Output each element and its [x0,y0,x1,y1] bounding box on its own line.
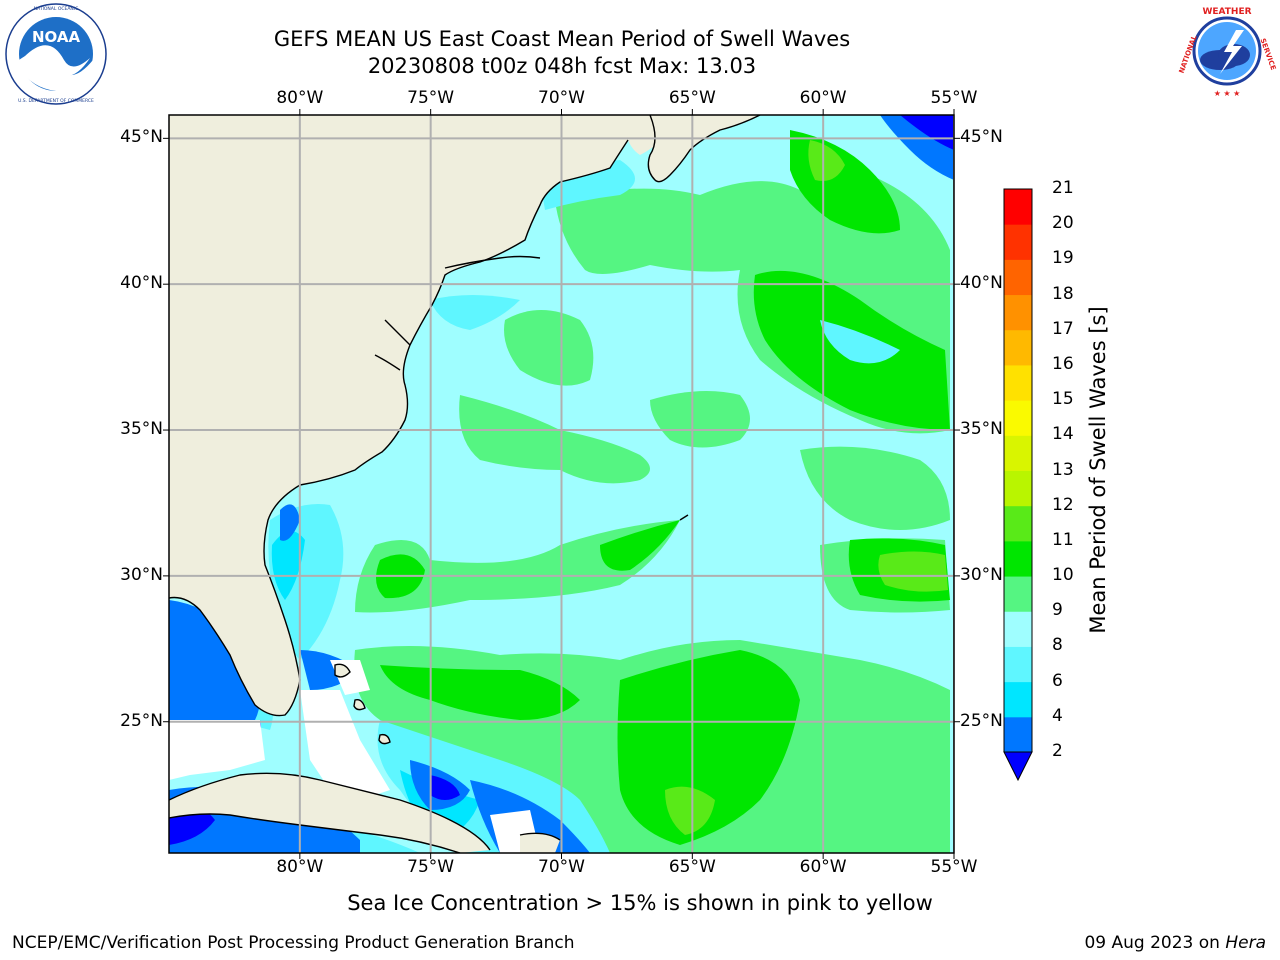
footer-machine: Hera [1225,933,1266,953]
colorbar-segment [1004,189,1032,225]
tick-label-lat-left: 25°N [120,710,163,731]
colorbar-segment [1004,470,1032,507]
map-gridlines [169,115,954,853]
land-north-america [169,115,700,716]
swell-field-12-13s [665,140,948,835]
tick-label-lon-top: 65°W [668,88,716,108]
colorbar-segment [1004,364,1032,401]
colorbar-tick-label: 14 [1052,424,1074,445]
colorbar-segment [1004,681,1032,718]
footer-date: 09 Aug 2023 on Hera [1084,933,1266,953]
colorbar-tick-label: 12 [1052,494,1074,515]
noaa-logo-icon: NOAA NATIONAL OCEANIC U.S. DEPARTMENT OF… [5,3,107,105]
tick-label-lon-bottom: 70°W [538,857,585,877]
colorbar-tick-label: 19 [1052,248,1074,269]
colorbar-label: Mean Period of Swell Waves [s] [1086,306,1110,634]
svg-text:U.S. DEPARTMENT OF COMMERCE: U.S. DEPARTMENT OF COMMERCE [18,98,94,104]
tick-label-lat-right: 35°N [960,419,1003,440]
tick-label-lon-bottom: 60°W [799,857,847,877]
colorbar-segment [1004,716,1032,753]
tick-label-lat-right: 25°N [960,710,1003,731]
colorbar-tick-label: 20 [1052,213,1074,234]
colorbar-segment [1004,540,1032,577]
colorbar-under-triangle [1003,751,1033,782]
footer-branch: NCEP/EMC/Verification Post Processing Pr… [12,933,575,953]
map-tickmarks [163,109,960,859]
land-hispaniola [520,833,560,853]
colorbar-segment [1004,294,1032,331]
colorbar-tick-label: 2 [1052,741,1063,761]
colorbar-segment [1004,259,1032,296]
svg-text:NATIONAL OCEANIC: NATIONAL OCEANIC [34,6,79,12]
colorbar-tick-label: 4 [1052,705,1063,726]
nws-logo-icon: WEATHER NATIONAL SERVICE ★ ★ ★ [1178,2,1277,100]
tick-label-lat-left: 40°N [120,273,163,294]
colorbar-tick-label: 13 [1052,459,1074,480]
colorbar [1003,188,1033,782]
noaa-logo-text: NOAA [32,28,81,46]
land-new-england-east [648,115,760,182]
colorbar-tick-label: 16 [1052,353,1074,374]
colorbar-segment [1004,224,1032,260]
tick-label-lat-right: 45°N [960,127,1003,148]
tick-label-lat-left: 35°N [120,419,163,440]
svg-text:★ ★ ★: ★ ★ ★ [1214,89,1241,98]
svg-text:WEATHER: WEATHER [1202,7,1251,17]
colorbar-tick-label: 6 [1052,670,1063,691]
colorbar-tick-label: 9 [1052,600,1063,621]
colorbar-tick-label: 8 [1052,635,1063,656]
colorbar-tick-label: 15 [1052,389,1074,410]
tick-label-lon-bottom: 80°W [276,857,324,877]
land-bahamas [335,664,390,744]
colorbar-segment [1004,646,1032,683]
colorbar-segment [1004,576,1032,612]
tick-label-lon-bottom: 75°W [407,857,455,877]
colorbar-tick-label: 11 [1052,529,1074,550]
colorbar-tick-label: 10 [1052,565,1074,586]
colorbar-segment [1004,400,1032,436]
colorbar-tick-label: 21 [1052,178,1074,198]
colorbar-segment [1004,329,1032,366]
land-cuba [169,773,490,853]
map-subtitle: 20230808 t00z 048h fcst Max: 13.03 [367,54,757,78]
colorbar-segment [1004,611,1032,647]
tick-label-lon-top: 70°W [538,88,585,108]
colorbar-segment [1004,505,1032,542]
colorbar-frame [1003,188,1033,753]
tick-label-lon-top: 75°W [407,88,455,108]
tick-label-lon-bottom: 55°W [930,857,978,877]
footer-date-text: 09 Aug 2023 on [1084,933,1226,953]
sea-ice-note: Sea Ice Concentration > 15% is shown in … [347,891,933,915]
colorbar-tick-label: 17 [1052,318,1074,339]
tick-label-lon-top: 80°W [276,88,324,108]
tick-label-lon-top: 55°W [930,88,978,108]
colorbar-tick-label: 18 [1052,283,1074,304]
colorbar-segment [1004,435,1032,471]
tick-label-lat-right: 40°N [960,273,1003,294]
tick-label-lon-bottom: 65°W [668,857,716,877]
tick-label-lat-left: 30°N [120,564,163,585]
tick-label-lat-right: 30°N [960,564,1003,585]
tick-label-lat-left: 45°N [120,127,163,148]
map-title: GEFS MEAN US East Coast Mean Period of S… [273,27,851,51]
tick-label-lon-top: 60°W [799,88,847,108]
